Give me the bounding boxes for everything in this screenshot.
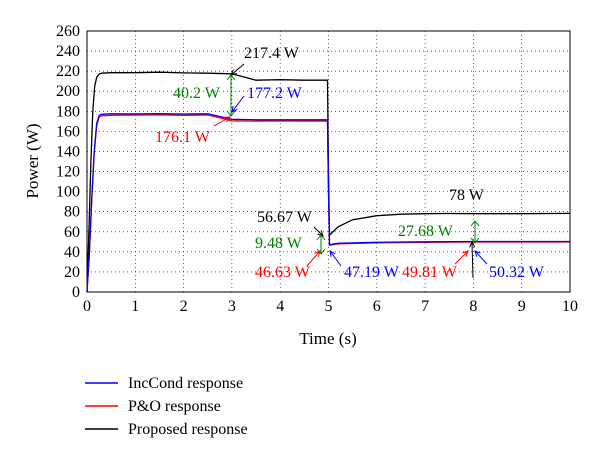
legend-label-po: P&O response: [128, 398, 221, 415]
y-tick-label: 160: [56, 123, 80, 140]
x-tick-label: 6: [373, 298, 381, 315]
arrowhead: [469, 240, 476, 248]
y-tick-label: 20: [64, 264, 80, 281]
annotation-label: 49.81 W: [402, 264, 458, 281]
annotation-label: 27.68 W: [398, 223, 454, 240]
x-axis-label: Time (s): [299, 329, 356, 348]
annotation-label: 176.1 W: [155, 129, 211, 146]
series-line-inccond: [86, 113, 570, 293]
y-tick-label: 240: [56, 43, 80, 60]
x-tick-label: 2: [180, 298, 188, 315]
arrowhead: [314, 250, 321, 257]
annotation-label: 9.48 W: [255, 235, 303, 252]
y-tick-label: 200: [56, 83, 80, 100]
arrowhead: [474, 250, 481, 257]
arrowhead: [462, 250, 469, 257]
annotation-arrow: [230, 63, 245, 76]
y-tick-label: 60: [64, 224, 80, 241]
annotation-label: 47.19 W: [344, 264, 400, 281]
annotation-arrow: [474, 250, 488, 265]
y-tick-label: 140: [56, 143, 80, 160]
legend: IncCond response P&O response Proposed r…: [85, 375, 248, 438]
arrowhead: [226, 110, 236, 117]
annotation-arrow: [213, 116, 231, 127]
y-tick-label: 40: [64, 244, 80, 261]
arrowhead: [470, 237, 480, 244]
arrowhead: [329, 250, 336, 257]
annotation-arrow: [329, 250, 342, 267]
x-tick-label: 0: [83, 298, 91, 315]
annotation-arrow: [471, 241, 474, 279]
annotation-label: 56.67 W: [257, 209, 313, 226]
annotation-arrow: [454, 250, 469, 265]
annotation-label: 78 W: [449, 187, 485, 204]
x-tick-label: 7: [421, 298, 429, 315]
arrowhead: [223, 116, 232, 123]
x-tick-label: 8: [469, 298, 477, 315]
x-axis-ticks: 0 1 2 3 4 5 6 7 8 9 10: [83, 298, 578, 315]
y-tick-label: 120: [56, 164, 80, 181]
annotation-label: 50.32 W: [489, 264, 545, 281]
annotation-arrow: [313, 226, 324, 237]
annotation-arrow: [306, 250, 321, 267]
annotation-arrow: [231, 95, 245, 113]
x-tick-label: 9: [518, 298, 526, 315]
y-tick-label: 220: [56, 63, 80, 80]
arrowhead: [231, 106, 238, 113]
arrowhead: [316, 248, 326, 255]
x-tick-label: 4: [276, 298, 284, 315]
annotations: 217.4 W 40.2 W 177.2 W 176.1 W 56.67 W 9.48 W…: [155, 45, 545, 281]
y-axis-label: Power (W): [23, 123, 42, 198]
annotation-label: 46.63 W: [255, 264, 311, 281]
plot-frame: [86, 30, 571, 293]
series-line-proposed: [86, 71, 571, 293]
legend-label-inccond: IncCond response: [128, 375, 243, 392]
y-tick-label: 80: [64, 204, 80, 221]
y-tick-label: 260: [56, 23, 80, 40]
arrowhead: [470, 220, 480, 227]
grid: [87, 31, 570, 292]
x-tick-label: 3: [228, 298, 236, 315]
y-axis-ticks: 0 20 40 60 80 100 120 140 160 180 200 220 240 260: [56, 23, 80, 301]
arrowhead: [226, 74, 236, 81]
annotation-label: 217.4 W: [244, 45, 300, 62]
y-tick-label: 100: [56, 184, 80, 201]
y-tick-label: 180: [56, 103, 80, 120]
arrowhead: [317, 230, 324, 237]
annotation-label: 40.2 W: [173, 85, 221, 102]
x-tick-label: 10: [562, 298, 578, 315]
series: [86, 71, 571, 293]
x-tick-label: 1: [131, 298, 139, 315]
arrowhead: [316, 234, 326, 241]
legend-label-proposed: Proposed response: [128, 421, 248, 438]
y-tick-label: 0: [72, 284, 80, 301]
annotation-label: 177.2 W: [247, 85, 303, 102]
x-tick-label: 5: [325, 298, 333, 315]
